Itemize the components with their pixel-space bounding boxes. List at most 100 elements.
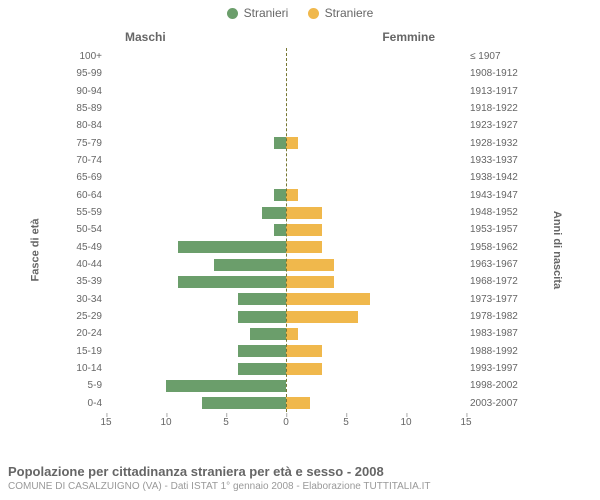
female-bar — [286, 328, 298, 340]
bar-area — [106, 325, 466, 342]
female-bar — [286, 189, 298, 201]
footer: Popolazione per cittadinanza straniera p… — [8, 464, 592, 492]
male-half — [106, 169, 286, 186]
x-tick: 5 — [343, 417, 349, 428]
female-bar — [286, 311, 358, 323]
pyramid-row: 50-541953-1957 — [60, 221, 530, 238]
female-half — [286, 360, 466, 377]
male-bar — [238, 363, 286, 375]
female-half — [286, 343, 466, 360]
footer-title: Popolazione per cittadinanza straniera p… — [8, 464, 592, 479]
bar-area — [106, 360, 466, 377]
pyramid-row: 25-291978-1982 — [60, 308, 530, 325]
pyramid-rows: 100+≤ 190795-991908-191290-941913-191785… — [60, 48, 530, 412]
bar-area — [106, 135, 466, 152]
male-half — [106, 343, 286, 360]
y-axis-title-left: Fasce di età — [29, 219, 41, 282]
birth-year-label: 2003-2007 — [466, 398, 530, 409]
legend-swatch-female — [308, 8, 319, 19]
bar-area — [106, 100, 466, 117]
female-half — [286, 169, 466, 186]
birth-year-label: 1998-2002 — [466, 380, 530, 391]
pyramid-row: 5-91998-2002 — [60, 377, 530, 394]
x-tick-mark — [286, 413, 287, 417]
female-bar — [286, 137, 298, 149]
pyramid-row: 0-4 2003-2007 — [60, 395, 530, 412]
birth-year-label: 1993-1997 — [466, 363, 530, 374]
male-bar — [178, 276, 286, 288]
male-half — [106, 256, 286, 273]
bar-area — [106, 204, 466, 221]
legend-swatch-male — [227, 8, 238, 19]
male-half — [106, 135, 286, 152]
bar-area — [106, 117, 466, 134]
male-bar — [178, 241, 286, 253]
male-half — [106, 187, 286, 204]
age-label: 20-24 — [60, 328, 106, 339]
pyramid-row: 70-741933-1937 — [60, 152, 530, 169]
male-bar — [238, 345, 286, 357]
male-bar — [238, 311, 286, 323]
age-label: 60-64 — [60, 190, 106, 201]
age-label: 70-74 — [60, 155, 106, 166]
male-half — [106, 48, 286, 65]
age-label: 40-44 — [60, 259, 106, 270]
bar-area — [106, 83, 466, 100]
bar-area — [106, 152, 466, 169]
pyramid-row: 65-691938-1942 — [60, 169, 530, 186]
female-half — [286, 273, 466, 290]
bar-area — [106, 291, 466, 308]
age-label: 30-34 — [60, 294, 106, 305]
male-bar — [274, 189, 286, 201]
birth-year-label: 1928-1932 — [466, 138, 530, 149]
x-tick-mark — [226, 413, 227, 417]
male-bar — [250, 328, 286, 340]
age-label: 95-99 — [60, 68, 106, 79]
birth-year-label: 1983-1987 — [466, 328, 530, 339]
male-bar — [274, 137, 286, 149]
male-half — [106, 152, 286, 169]
female-bar — [286, 259, 334, 271]
birth-year-label: 1963-1967 — [466, 259, 530, 270]
x-tick-mark — [106, 413, 107, 417]
bar-area — [106, 187, 466, 204]
age-label: 50-54 — [60, 224, 106, 235]
legend: Stranieri Straniere — [0, 6, 600, 22]
birth-year-label: 1918-1922 — [466, 103, 530, 114]
male-half — [106, 325, 286, 342]
female-half — [286, 187, 466, 204]
x-tick: 10 — [160, 417, 171, 428]
x-tick-mark — [346, 413, 347, 417]
pyramid-row: 55-591948-1952 — [60, 204, 530, 221]
age-label: 0-4 — [60, 398, 106, 409]
bar-area — [106, 377, 466, 394]
male-half — [106, 117, 286, 134]
female-half — [286, 83, 466, 100]
birth-year-label: 1978-1982 — [466, 311, 530, 322]
birth-year-label: 1958-1962 — [466, 242, 530, 253]
female-half — [286, 256, 466, 273]
birth-year-label: 1973-1977 — [466, 294, 530, 305]
age-label: 10-14 — [60, 363, 106, 374]
chart-container: Stranieri Straniere Maschi Femmine Fasce… — [0, 0, 600, 500]
bar-area — [106, 169, 466, 186]
age-label: 45-49 — [60, 242, 106, 253]
female-bar — [286, 397, 310, 409]
pyramid-row: 80-841923-1927 — [60, 117, 530, 134]
male-half — [106, 221, 286, 238]
age-label: 15-19 — [60, 346, 106, 357]
pyramid-row: 10-14 1993-1997 — [60, 360, 530, 377]
male-half — [106, 291, 286, 308]
pyramid-row: 75-791928-1932 — [60, 135, 530, 152]
female-bar — [286, 224, 322, 236]
female-bar — [286, 276, 334, 288]
x-tick: 15 — [100, 417, 111, 428]
bar-area — [106, 221, 466, 238]
male-half — [106, 204, 286, 221]
pyramid-row: 45-49 1958-1962 — [60, 239, 530, 256]
pyramid-row: 95-991908-1912 — [60, 65, 530, 82]
male-bar — [274, 224, 286, 236]
female-half — [286, 117, 466, 134]
male-bar — [202, 397, 286, 409]
pyramid-row: 85-891918-1922 — [60, 100, 530, 117]
